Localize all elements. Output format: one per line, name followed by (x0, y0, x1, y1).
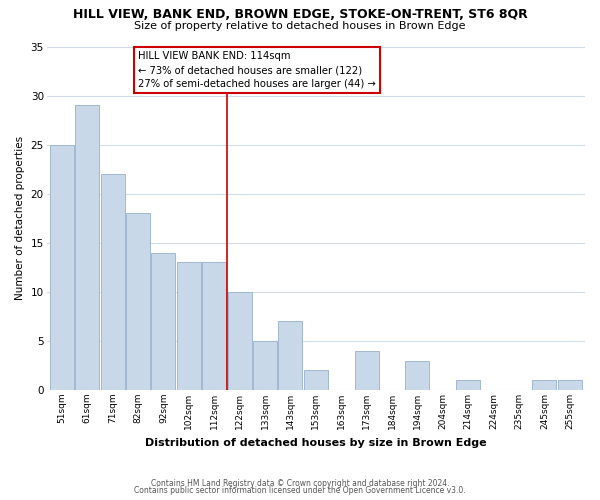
Bar (151, 252, 175, 390)
Bar (456, 380, 480, 390)
Bar (227, 292, 251, 390)
Bar (177, 262, 201, 390)
Y-axis label: Number of detached properties: Number of detached properties (15, 136, 25, 300)
Text: HILL VIEW BANK END: 114sqm
← 73% of detached houses are smaller (122)
27% of sem: HILL VIEW BANK END: 114sqm ← 73% of deta… (138, 52, 376, 90)
Bar (126, 214, 150, 390)
Bar (50, 144, 74, 390)
Text: Contains HM Land Registry data © Crown copyright and database right 2024.: Contains HM Land Registry data © Crown c… (151, 478, 449, 488)
Bar (557, 380, 582, 390)
Bar (253, 341, 277, 390)
Bar (75, 106, 99, 390)
Bar (406, 360, 430, 390)
Text: Contains public sector information licensed under the Open Government Licence v3: Contains public sector information licen… (134, 486, 466, 495)
Bar (101, 174, 125, 390)
X-axis label: Distribution of detached houses by size in Brown Edge: Distribution of detached houses by size … (145, 438, 487, 448)
Bar (304, 370, 328, 390)
Bar (532, 380, 556, 390)
Bar (202, 262, 226, 390)
Bar (355, 351, 379, 390)
Text: Size of property relative to detached houses in Brown Edge: Size of property relative to detached ho… (134, 21, 466, 31)
Text: HILL VIEW, BANK END, BROWN EDGE, STOKE-ON-TRENT, ST6 8QR: HILL VIEW, BANK END, BROWN EDGE, STOKE-O… (73, 8, 527, 20)
Bar (278, 322, 302, 390)
